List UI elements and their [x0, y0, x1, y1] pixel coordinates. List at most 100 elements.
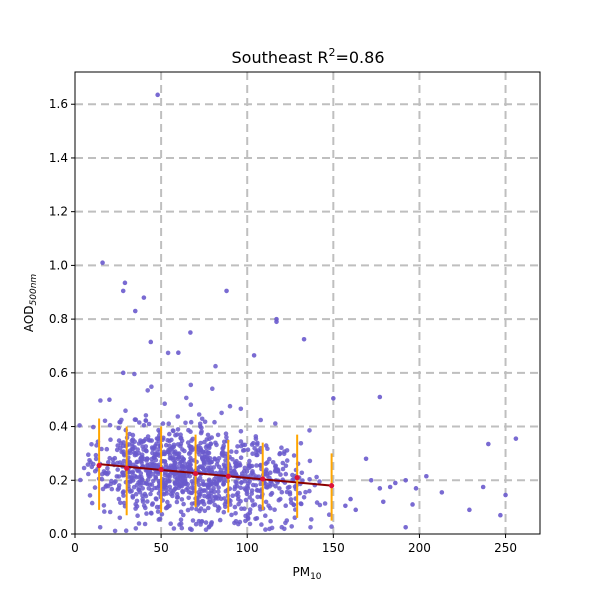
scatter-point: [130, 444, 135, 449]
scatter-point: [233, 511, 238, 516]
scatter-point: [121, 493, 126, 498]
scatter-point: [99, 446, 104, 452]
scatter-point: [258, 507, 263, 512]
scatter-point: [209, 468, 214, 473]
scatter-point: [197, 421, 203, 427]
scatter-point: [244, 469, 250, 474]
scatter-point: [112, 528, 118, 534]
scatter-point: [175, 414, 181, 419]
scatter-point: [149, 482, 155, 487]
scatter-point: [89, 442, 94, 447]
scatter-point: [173, 432, 178, 438]
scatter-point: [91, 424, 96, 430]
scatter-point: [172, 480, 178, 486]
scatter-point: [163, 442, 169, 448]
scatter-point: [101, 503, 107, 508]
scatter-point: [174, 499, 180, 505]
scatter-point: [104, 446, 110, 452]
scatter-point: [309, 517, 314, 522]
scatter-point: [301, 336, 307, 342]
scatter-point: [175, 427, 181, 432]
scatter-point: [136, 480, 141, 485]
scatter-point: [204, 482, 209, 488]
scatter-point: [172, 460, 177, 466]
scatter-point: [329, 524, 334, 529]
scatter-point: [413, 486, 419, 491]
scatter-point: [143, 418, 149, 423]
scatter-point: [250, 451, 255, 457]
scatter-point: [268, 518, 273, 524]
scatter-point: [242, 465, 248, 471]
scatter-point: [250, 498, 255, 503]
scatter-point: [194, 506, 199, 512]
y-tick-label: 0.2: [49, 473, 68, 487]
scatter-point: [227, 403, 233, 409]
scatter-point: [215, 432, 221, 438]
y-tick-label: 0.4: [49, 420, 68, 434]
scatter-point: [159, 511, 165, 517]
scatter-point: [211, 479, 217, 484]
scatter-point: [213, 363, 218, 369]
bin-mean-marker: [124, 465, 130, 471]
scatter-point: [274, 319, 279, 325]
scatter-point: [206, 505, 211, 511]
scatter-point: [106, 460, 111, 465]
scatter-point: [151, 478, 156, 484]
scatter-point: [250, 469, 255, 474]
scatter-point: [236, 501, 241, 507]
scatter-point: [283, 503, 289, 509]
scatter-point: [242, 442, 248, 448]
scatter-point: [164, 488, 169, 493]
scatter-point: [138, 455, 144, 461]
scatter-point: [196, 482, 202, 488]
scatter-point: [246, 462, 252, 468]
scatter-point: [148, 491, 153, 497]
scatter-point: [97, 525, 103, 530]
scatter-point: [181, 475, 186, 481]
scatter-point: [156, 427, 161, 433]
scatter-point: [109, 486, 115, 492]
scatter-point: [307, 458, 313, 464]
scatter-point: [145, 477, 151, 483]
scatter-point: [259, 522, 264, 527]
scatter-point: [144, 481, 150, 487]
x-tick-label: 100: [236, 541, 259, 555]
scatter-point: [81, 465, 87, 471]
scatter-point: [142, 521, 148, 527]
scatter-point: [283, 463, 289, 469]
scatter-point: [152, 451, 158, 457]
scatter-point: [182, 465, 188, 471]
scatter-point: [108, 437, 113, 443]
scatter-point: [86, 471, 91, 477]
scatter-point: [170, 493, 175, 499]
scatter-point: [171, 449, 176, 455]
scatter-point: [184, 395, 189, 401]
scatter-point: [197, 475, 203, 481]
scatter-point: [254, 442, 260, 447]
scatter-point: [141, 423, 147, 428]
scatter-point: [210, 386, 215, 392]
scatter-point: [171, 488, 176, 493]
scatter-point: [162, 477, 168, 483]
scatter-point: [177, 522, 182, 527]
scatter-point: [222, 496, 227, 501]
scatter-point: [178, 432, 183, 438]
scatter-point: [118, 420, 123, 425]
scatter-point: [121, 500, 127, 506]
scatter-point: [222, 463, 228, 469]
scatter-point: [116, 483, 122, 488]
scatter-point: [121, 440, 126, 445]
scatter-point: [207, 445, 212, 451]
scatter-point: [216, 489, 221, 495]
scatter-point: [174, 491, 180, 497]
scatter-point: [171, 428, 176, 434]
scatter-point: [206, 450, 212, 456]
scatter-point: [186, 495, 191, 501]
scatter-point: [179, 497, 185, 502]
scatter-point: [229, 449, 234, 454]
scatter-point: [363, 456, 369, 462]
scatter-point: [439, 490, 445, 495]
scatter-point: [198, 499, 204, 505]
scatter-point: [217, 470, 222, 476]
